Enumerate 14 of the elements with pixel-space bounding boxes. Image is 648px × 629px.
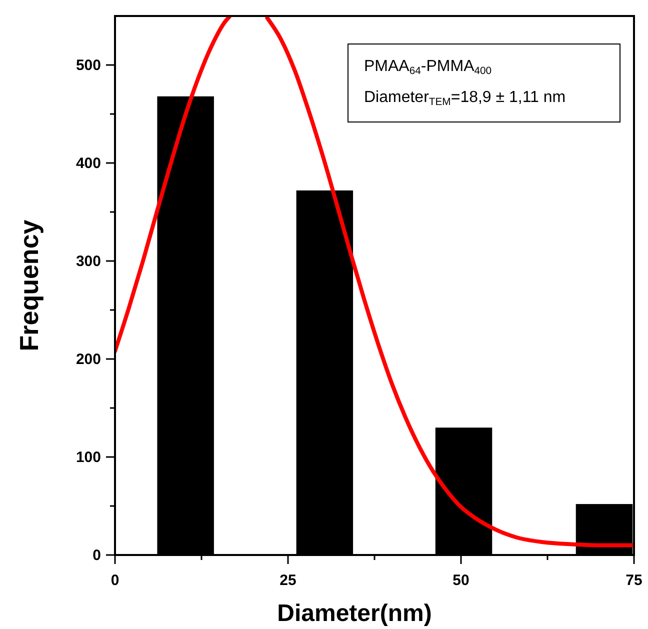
- y-tick-label: 200: [76, 351, 101, 368]
- y-tick-label: 100: [76, 449, 101, 466]
- y-tick-label: 300: [76, 253, 101, 270]
- y-axis-title: Frequency: [14, 219, 44, 352]
- y-tick-label: 400: [76, 155, 101, 172]
- x-tick-label: 25: [280, 572, 296, 589]
- x-axis-title: Diameter(nm): [277, 600, 432, 627]
- x-tick-label: 50: [452, 572, 470, 589]
- annotation: PMAA$_{64}$-PMMA$_{400}$: [364, 58, 492, 77]
- annotation: Diameter$_{TEM}$=18,9 ± 1,11 nm: [364, 89, 566, 108]
- y-tick-label: 0: [92, 547, 101, 564]
- y-tick-label: 500: [76, 57, 101, 74]
- x-tick-label: 0: [110, 572, 120, 589]
- x-tick-label: 75: [626, 572, 642, 589]
